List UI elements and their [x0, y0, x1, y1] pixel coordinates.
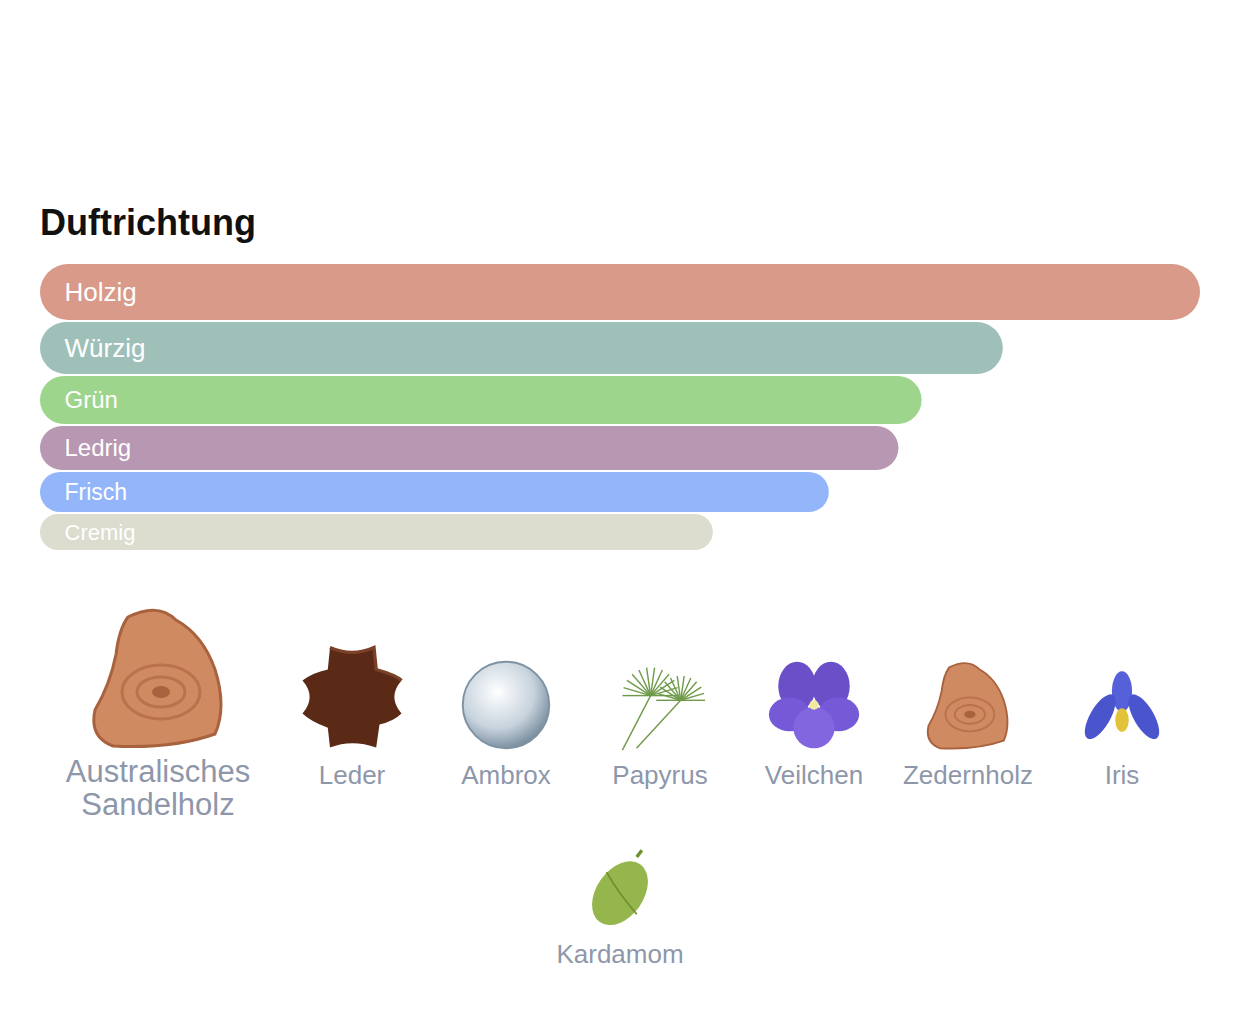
html-text:Ambrox: Ambrox	[461, 760, 551, 790]
html-text:Leder: Leder	[318, 760, 386, 790]
html-text:Australisches Sandelholz: Australisches Sandelholz	[65, 754, 251, 822]
svg-text:Holzig: Holzig	[65, 277, 137, 307]
html-text:Veilchen: Veilchen	[764, 760, 864, 790]
svg-text:Ledrig: Ledrig	[65, 434, 132, 461]
html-text:Zedernholz: Zedernholz	[903, 760, 1033, 790]
html-text:Kardamom: Kardamom	[556, 939, 684, 970]
svg-text:Grün: Grün	[65, 386, 118, 413]
html-text:Iris: Iris	[1104, 760, 1140, 790]
html-text:Duftrichtung: Duftrichtung	[40, 202, 256, 243]
svg-text:Frisch: Frisch	[65, 479, 128, 505]
svg-text:Würzig: Würzig	[65, 333, 146, 363]
html-text:Papyrus: Papyrus	[612, 760, 708, 790]
svg-text:Cremig: Cremig	[65, 520, 136, 545]
